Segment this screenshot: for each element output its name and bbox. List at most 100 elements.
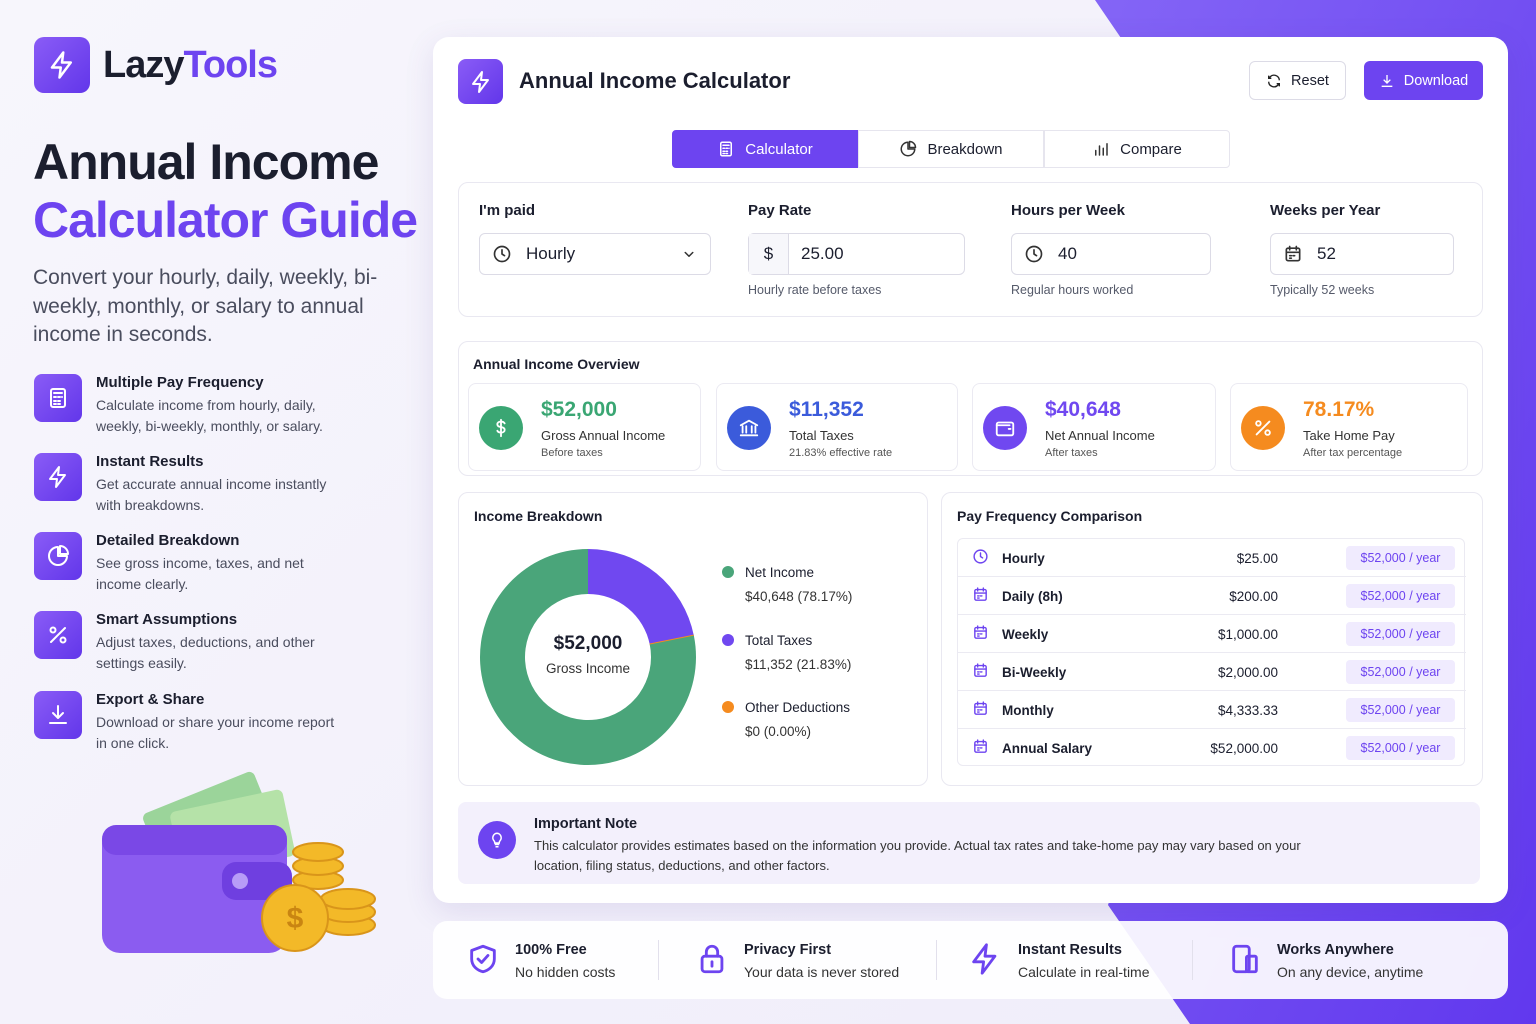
feature-title: Instant Results [96, 453, 204, 470]
row-annual: $52,000 / year [1346, 546, 1455, 570]
row-annual: $52,000 / year [1346, 622, 1455, 646]
tab[interactable]: Calculator [672, 130, 858, 168]
input-field[interactable]: Hourly [479, 233, 711, 275]
legend-value: $40,648 (78.17%) [745, 589, 852, 604]
footer-title: Works Anywhere [1277, 942, 1394, 958]
feature-item: Export & Share Download or share your inc… [34, 691, 354, 761]
input-icon [1024, 244, 1044, 264]
footer-icon [695, 942, 729, 976]
tab-label: Compare [1120, 140, 1182, 158]
button-label: Download [1403, 72, 1469, 89]
footer-sub: On any device, anytime [1277, 964, 1424, 980]
footer-divider [658, 940, 659, 980]
tab[interactable]: Breakdown [858, 130, 1044, 168]
footer-icon [968, 942, 1002, 976]
row-icon [972, 548, 989, 565]
note-title: Important Note [534, 816, 638, 832]
table-row: Monthly $4,333.33 $52,000 / year [958, 691, 1466, 729]
overview-card: 78.17% Take Home Pay After tax percentage [1230, 383, 1468, 471]
card-label: Take Home Pay [1303, 428, 1395, 443]
input-help: Regular hours worked [1011, 283, 1134, 297]
overview-card: $11,352 Total Taxes 21.83% effective rate [716, 383, 958, 471]
row-amount: $2,000.00 [1217, 665, 1278, 680]
tab[interactable]: Compare [1044, 130, 1230, 168]
row-name: Bi-Weekly [1002, 665, 1067, 680]
input-value: 40 [1058, 244, 1077, 263]
feature-icon [34, 691, 82, 739]
row-annual: $52,000 / year [1346, 698, 1455, 722]
row-icon [972, 700, 989, 717]
card-icon [727, 406, 771, 450]
donut-center-value: $52,000 [554, 633, 623, 654]
tab-label: Breakdown [927, 140, 1003, 158]
card-value: $40,648 [1045, 398, 1121, 421]
legend-value: $0 (0.00%) [745, 724, 811, 739]
input-value: 25.00 [801, 244, 844, 263]
feature-desc: Download or share your income report in … [96, 714, 335, 751]
input-field[interactable]: $25.00 [748, 233, 965, 275]
card-label: Net Annual Income [1045, 428, 1155, 443]
row-name: Weekly [1002, 627, 1049, 642]
row-annual: $52,000 / year [1346, 660, 1455, 684]
input-field[interactable]: 52 [1270, 233, 1454, 275]
row-amount: $1,000.00 [1217, 627, 1278, 642]
card-icon [479, 406, 523, 450]
header-title: Annual Income Calculator [519, 68, 791, 93]
footer-bar [433, 921, 1508, 999]
card-label: Total Taxes [789, 428, 854, 443]
table-row: Weekly $1,000.00 $52,000 / year [958, 615, 1466, 653]
reset-button[interactable]: Reset [1249, 61, 1346, 100]
feature-title: Detailed Breakdown [96, 532, 240, 549]
brand: LazyTools [103, 44, 278, 87]
brand-name: Lazy [103, 44, 184, 86]
dropdown-arrow [680, 245, 698, 263]
legend-name: Net Income [745, 565, 814, 580]
legend-dot [722, 701, 734, 713]
input-field[interactable]: 40 [1011, 233, 1211, 275]
feature-icon [34, 374, 82, 422]
hero-title: Annual Income Calculator Guide [33, 133, 418, 249]
row-name: Annual Salary [1002, 741, 1093, 756]
feature-desc: Get accurate annual income instantly wit… [96, 476, 327, 513]
card-sub: After taxes [1045, 447, 1098, 459]
row-amount: $200.00 [1229, 589, 1278, 604]
header-icon [458, 59, 503, 104]
section-title: Annual Income Overview [473, 356, 640, 372]
row-annual: $52,000 / year [1346, 584, 1455, 608]
row-name: Monthly [1002, 703, 1054, 718]
legend-dot [722, 634, 734, 646]
feature-desc: See gross income, taxes, and net income … [96, 555, 304, 592]
title-line: Annual Income [33, 134, 379, 190]
legend-value: $11,352 (21.83%) [745, 657, 851, 672]
feature-title: Export & Share [96, 691, 205, 708]
row-annual: $52,000 / year [1346, 736, 1455, 760]
input-help: Typically 52 weeks [1270, 283, 1375, 297]
footer-divider [936, 940, 937, 980]
donut-center-label: Gross Income [546, 661, 630, 676]
footer-title: 100% Free [515, 942, 587, 958]
card-value: $11,352 [789, 398, 864, 421]
table-row: Daily (8h) $200.00 $52,000 / year [958, 577, 1466, 615]
feature-title: Smart Assumptions [96, 611, 238, 628]
section-title: Pay Frequency Comparison [957, 508, 1143, 524]
row-amount: $52,000.00 [1210, 741, 1278, 756]
inputs-panel [458, 182, 1483, 317]
card-sub: After tax percentage [1303, 447, 1403, 459]
feature-icon [34, 532, 82, 580]
overview-card: $52,000 Gross Annual Income Before taxes [468, 383, 701, 471]
logo[interactable] [34, 37, 90, 93]
footer-icon [1228, 942, 1262, 976]
table-row: Bi-Weekly $2,000.00 $52,000 / year [958, 653, 1466, 691]
note-text: This calculator provides estimates based… [534, 838, 1301, 873]
hero-subtitle: Convert your hourly, daily, weekly, bi-w… [33, 266, 378, 346]
title-line: Calculator Guide [33, 192, 418, 248]
legend-dot [722, 566, 734, 578]
legend-name: Total Taxes [745, 633, 813, 648]
feature-item: Smart Assumptions Adjust taxes, deduction… [34, 611, 354, 681]
section-title: Income Breakdown [474, 508, 603, 524]
footer-divider [1192, 940, 1193, 980]
legend-name: Other Deductions [745, 700, 850, 715]
download-button[interactable]: Download [1364, 61, 1483, 100]
card-icon [983, 406, 1027, 450]
